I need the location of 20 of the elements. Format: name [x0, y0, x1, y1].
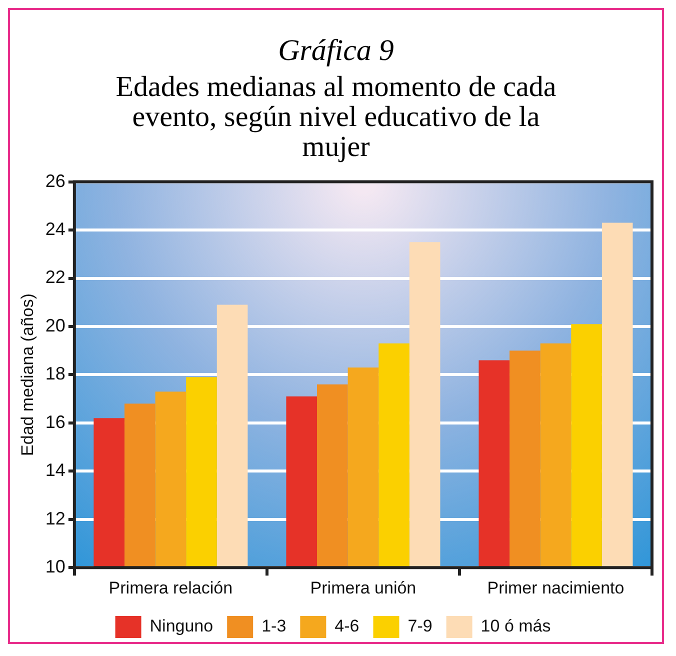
legend-label: 7-9 [408, 616, 432, 636]
y-tick-label: 20 [45, 315, 66, 336]
y-tick-label: 14 [45, 460, 66, 480]
y-tick-label: 16 [45, 412, 66, 432]
x-tick-label: Primer nacimiento [487, 578, 624, 598]
chart-title: Gráfica 9 [277, 34, 395, 68]
y-tick-label: 24 [45, 218, 66, 239]
y-tick-label: 12 [45, 508, 66, 528]
y-tick-label: 18 [45, 364, 66, 384]
legend-label: 10 ó más [480, 616, 551, 636]
chart-subtitle: Edades medianas al momento de cada evento, según nivel educativo de la mujer [114, 71, 558, 163]
y-tick-label: 26 [45, 170, 66, 191]
y-tick-label: 22 [45, 267, 66, 288]
legend-label: Ninguno [150, 616, 214, 636]
legend-label: 1-3 [262, 616, 286, 636]
y-tick-label: 10 [45, 556, 66, 577]
legend-label: 4-6 [334, 616, 360, 636]
x-tick-label: Primera relación [108, 578, 233, 598]
x-tick-label: Primera unión [310, 578, 416, 598]
y-axis-title: Edad mediana (años) [18, 293, 37, 456]
